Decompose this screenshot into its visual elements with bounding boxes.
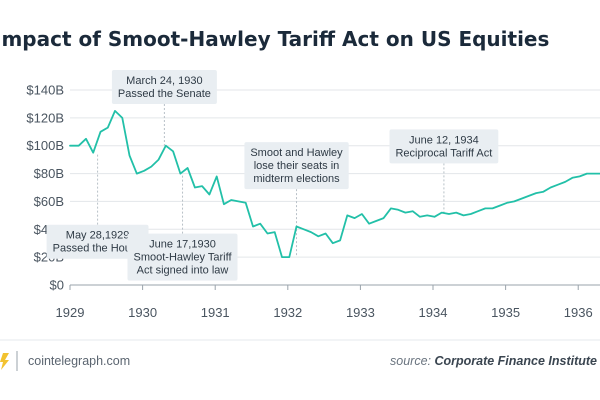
y-tick-label: $60B — [34, 194, 64, 209]
y-tick-label: $100B — [26, 138, 64, 153]
annotation-text: June 17,1930 — [149, 239, 216, 251]
chart-title: Impact of Smoot-Hawley Tariff Act on US … — [0, 27, 549, 51]
x-tick-label: 1929 — [56, 305, 85, 320]
x-tick-label: 1931 — [201, 305, 230, 320]
annotation-text: Smoot and Hawley — [250, 147, 343, 159]
x-tick-label: 1936 — [564, 305, 593, 320]
site-name: cointelegraph.com — [28, 354, 130, 368]
footer: cointelegraph.com source: Corporate Fina… — [0, 339, 600, 371]
y-tick-label: $0 — [50, 278, 64, 293]
annotation-box — [389, 129, 499, 164]
x-tick-label: 1932 — [273, 305, 302, 320]
annotation-box — [46, 224, 149, 259]
annotation-box — [111, 70, 217, 104]
y-tick-label: $120B — [26, 110, 64, 125]
annotation-box — [127, 233, 238, 281]
y-axis-tick-labels: $0$20B$40B$60B$80B$100B$120B$140B — [26, 83, 64, 293]
source-name: Corporate Finance Institute — [434, 354, 597, 368]
annotation-text: June 12, 1934 — [409, 134, 479, 146]
series-line — [69, 110, 600, 259]
annotation-text: Passed the House — [53, 243, 143, 255]
x-tick-label: 1933 — [346, 305, 375, 320]
x-tick-label: 1930 — [128, 305, 157, 320]
x-tick-label: 1935 — [491, 305, 520, 320]
source-credit: source: Corporate Finance Institute — [390, 354, 597, 368]
annotation-text: lose their seats in — [254, 160, 340, 172]
x-axis-tick-labels: 1929 1930 1931 1932 1933 1934 1935 1936 — [56, 305, 593, 320]
annotation-text: Passed the Senate — [118, 88, 211, 100]
source-prefix: source: — [390, 354, 434, 368]
x-tick-label: 1934 — [419, 305, 448, 320]
y-tick-label: $140B — [26, 83, 64, 98]
annotation-text: Reciprocal Tariff Act — [395, 147, 492, 159]
y-tick-label: $80B — [34, 166, 64, 181]
annotation-text: May 28,1929 — [66, 230, 130, 242]
data-series — [69, 110, 600, 259]
annotation-leaders — [97, 104, 445, 258]
annotation-box — [244, 142, 349, 190]
lightning-icon — [0, 353, 9, 370]
annotation-text: midterm elections — [253, 173, 340, 185]
annotation-text: Smoot-Hawley Tariff — [133, 252, 232, 264]
annotation-text: March 24, 1930 — [126, 75, 202, 87]
annotation-text: Act signed into law — [137, 265, 229, 277]
